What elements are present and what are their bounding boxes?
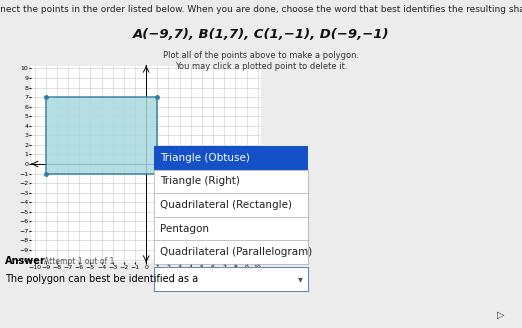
- Text: A(−9,7), B(1,7), C(1,−1), D(−9,−1): A(−9,7), B(1,7), C(1,−1), D(−9,−1): [133, 28, 389, 41]
- Text: Triangle (Obtuse): Triangle (Obtuse): [160, 153, 250, 163]
- Text: Attempt 1 out of 1: Attempt 1 out of 1: [44, 257, 115, 266]
- Text: Plot and connect the points in the order listed below. When you are done, choose: Plot and connect the points in the order…: [0, 5, 522, 14]
- Text: Quadrilateral (Parallelogram): Quadrilateral (Parallelogram): [160, 247, 313, 257]
- Text: Answer: Answer: [5, 256, 46, 266]
- Text: Triangle (Right): Triangle (Right): [160, 176, 240, 186]
- Polygon shape: [46, 97, 157, 174]
- Text: Plot all of the points above to make a polygon.: Plot all of the points above to make a p…: [163, 51, 359, 60]
- Text: Pentagon: Pentagon: [160, 224, 209, 234]
- Text: ▾: ▾: [298, 274, 303, 284]
- Text: The polygon can best be identified as a: The polygon can best be identified as a: [5, 274, 198, 284]
- Text: Quadrilateral (Rectangle): Quadrilateral (Rectangle): [160, 200, 292, 210]
- Text: You may click a plotted point to delete it.: You may click a plotted point to delete …: [175, 62, 347, 71]
- Text: ▷: ▷: [497, 310, 505, 320]
